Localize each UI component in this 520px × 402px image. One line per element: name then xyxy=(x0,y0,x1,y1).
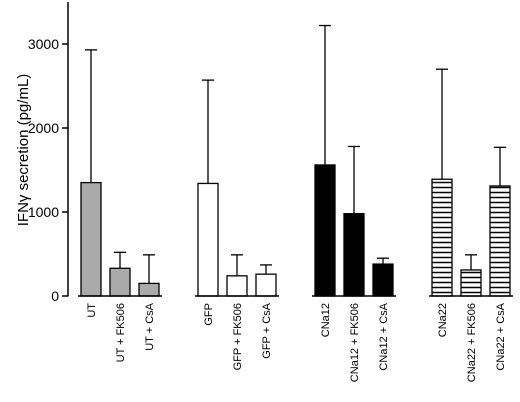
bar xyxy=(460,269,482,297)
bar xyxy=(80,181,102,297)
y-tick-label: 1000 xyxy=(28,204,59,220)
y-axis: 0 1000 2000 3000 xyxy=(28,2,69,304)
bar xyxy=(489,185,511,297)
category-label: GFP + CsA xyxy=(261,302,273,358)
category-labels: UT UT + FK506 UT + CsA GFP GFP + FK506 GFP + … xyxy=(86,302,507,382)
bar xyxy=(109,267,131,297)
category-label: CNa12 + CsA xyxy=(378,302,390,370)
bars xyxy=(78,24,513,297)
bar xyxy=(431,178,453,297)
bar xyxy=(255,273,277,297)
bar xyxy=(314,164,336,297)
category-label: CNa22 xyxy=(437,303,449,337)
y-tick-label: 3000 xyxy=(28,36,59,52)
bar xyxy=(226,275,248,297)
category-label: CNa22 + CsA xyxy=(495,302,507,370)
y-tick-label: 0 xyxy=(51,288,59,304)
y-tick-label: 2000 xyxy=(28,120,59,136)
category-label: GFP xyxy=(203,303,215,326)
bar xyxy=(372,263,394,297)
category-label: GFP + FK506 xyxy=(232,303,244,370)
category-label: UT + FK506 xyxy=(115,303,127,362)
y-axis-title: IFNγ secretion (pg/mL) xyxy=(15,74,32,227)
category-label: UT xyxy=(86,303,98,318)
category-label: CNa22 + FK506 xyxy=(466,303,478,382)
category-label: CNa12 + FK506 xyxy=(349,303,361,382)
category-label: CNa12 xyxy=(320,303,332,337)
bar xyxy=(197,182,219,297)
bar xyxy=(138,282,160,297)
bar xyxy=(343,213,365,297)
category-label: UT + CsA xyxy=(144,302,156,350)
